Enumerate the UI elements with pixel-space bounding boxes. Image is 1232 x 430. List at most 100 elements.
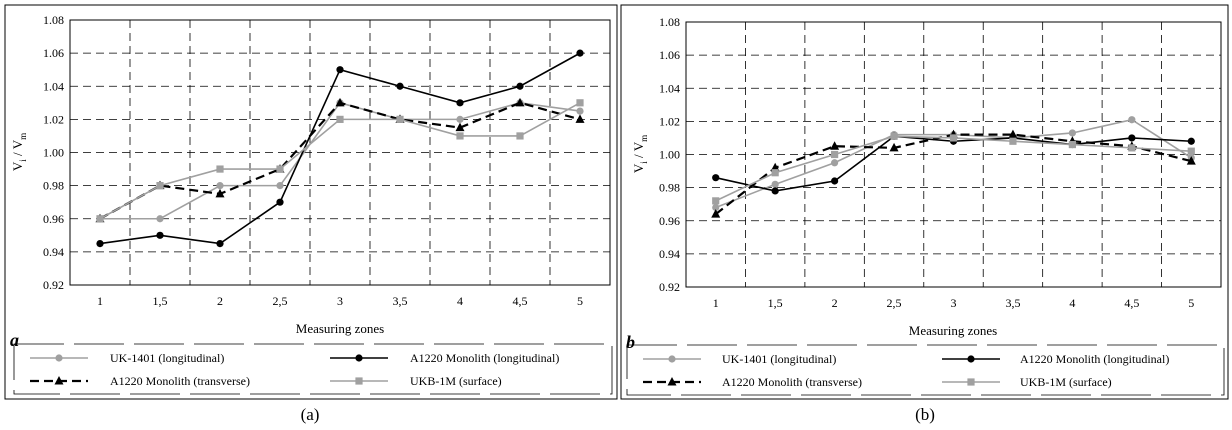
y-axis-title-mid: / V [10, 139, 25, 159]
data-point [712, 174, 720, 182]
x-tick-labels: 1 1,5 2 2,5 3 3,5 4 4,5 5 [97, 294, 583, 308]
legend: UK-1401 (longitudinal) A1220 Monolith (lo… [30, 351, 559, 388]
data-point [1068, 129, 1076, 137]
grid [70, 20, 610, 285]
data-point [456, 115, 464, 123]
legend-label: UKB-1M (surface) [1020, 375, 1112, 389]
data-point [576, 49, 584, 57]
y-tick-label: 0.94 [659, 247, 680, 261]
y-tick-label: 1.00 [659, 148, 680, 162]
legend-item: UK-1401 (longitudinal) [30, 351, 224, 365]
legend-box [626, 344, 1225, 396]
data-point [1068, 140, 1076, 149]
legend-label: A1220 Monolith (transverse) [110, 374, 250, 388]
y-tick-label: 0.96 [659, 214, 680, 228]
y-tick-label: 0.98 [659, 181, 680, 195]
plot-area [69, 19, 611, 286]
data-point [831, 159, 839, 167]
x-tick-label: 1,5 [768, 296, 783, 310]
data-point [771, 180, 779, 188]
data-point [1187, 137, 1195, 145]
x-tick-labels: 1 1,5 2 2,5 3 3,5 4 4,5 5 [713, 296, 1195, 310]
x-axis-title: Measuring zones [296, 321, 384, 336]
legend-marker [355, 354, 363, 362]
legend-label: UK-1401 (longitudinal) [722, 352, 836, 366]
panel-letter: a [10, 330, 19, 350]
series [95, 49, 585, 248]
data-point [96, 215, 104, 223]
data-point [396, 115, 404, 123]
legend-marker [55, 354, 63, 362]
data-point [215, 188, 225, 198]
legend-label: A1220 Monolith (transverse) [722, 375, 862, 389]
legend-marker [54, 376, 64, 385]
legend-item: A1220 Monolith (longitudinal) [330, 351, 559, 365]
data-point [156, 215, 164, 223]
data-point [1128, 144, 1136, 152]
series-1 [96, 49, 584, 248]
data-point [576, 99, 584, 107]
legend-label: A1220 Monolith (longitudinal) [410, 351, 559, 365]
legend-item: A1220 Monolith (transverse) [643, 375, 862, 389]
x-tick-label: 2 [217, 294, 223, 308]
series [711, 116, 1196, 218]
y-tick-label: 0.94 [43, 245, 64, 259]
legend-marker [967, 378, 975, 386]
x-tick-label: 3,5 [393, 294, 408, 308]
panel-letter: b [626, 332, 635, 352]
legend-label: UK-1401 (longitudinal) [110, 351, 224, 365]
data-point [456, 99, 464, 107]
x-tick-label: 1 [713, 296, 719, 310]
y-tick-label: 0.92 [43, 278, 64, 292]
y-axis-title-mid: / V [631, 141, 646, 161]
x-tick-label: 5 [577, 294, 583, 308]
data-point [276, 198, 284, 206]
y-tick-label: 1.02 [43, 112, 64, 126]
data-point [276, 165, 284, 173]
x-tick-label: 4,5 [513, 294, 528, 308]
y-tick-labels: 0.92 0.94 0.96 0.98 1.00 1.02 1.04 1.06 1.08 [43, 13, 64, 292]
data-point [216, 239, 224, 248]
y-tick-label: 1.04 [43, 79, 64, 93]
legend-item: UK-1401 (longitudinal) [643, 352, 836, 366]
y-axis-title-sub-m: m [18, 133, 28, 140]
legend-marker [668, 355, 676, 363]
data-point [1009, 137, 1017, 145]
y-axis-title-sub-i: i [18, 159, 28, 162]
data-point [1187, 147, 1195, 155]
x-tick-label: 3,5 [1005, 296, 1020, 310]
data-point [156, 182, 164, 190]
x-tick-label: 4,5 [1124, 296, 1139, 310]
data-point [890, 132, 898, 140]
data-point [456, 132, 464, 140]
data-point [889, 142, 899, 152]
y-axis-title: Vi / Vm [631, 135, 649, 173]
y-axis-title-sub-i: i [639, 161, 649, 164]
x-tick-label: 2 [832, 296, 838, 310]
series-3 [96, 99, 584, 223]
y-tick-label: 1.04 [659, 81, 680, 95]
y-tick-label: 0.98 [43, 179, 64, 193]
data-point [575, 114, 585, 123]
x-tick-label: 1,5 [153, 294, 168, 308]
legend-marker [355, 377, 363, 385]
data-point [336, 66, 344, 74]
data-point [771, 169, 779, 177]
y-tick-label: 1.02 [659, 114, 680, 128]
y-tick-label: 1.00 [43, 146, 64, 160]
legend-box [13, 343, 613, 395]
legend-item: A1220 Monolith (transverse) [30, 374, 250, 388]
data-point [1186, 156, 1196, 165]
x-tick-label: 5 [1188, 296, 1194, 310]
legend-label: UKB-1M (surface) [410, 374, 502, 388]
legend-item: UKB-1M (surface) [330, 374, 502, 388]
data-point [1128, 134, 1136, 142]
y-axis-title-sub-m: m [639, 135, 649, 142]
x-tick-label: 4 [457, 294, 463, 308]
data-point [516, 132, 524, 140]
data-point [712, 197, 720, 205]
x-tick-label: 2,5 [273, 294, 288, 308]
y-tick-label: 0.96 [43, 212, 64, 226]
data-point [1008, 129, 1018, 139]
